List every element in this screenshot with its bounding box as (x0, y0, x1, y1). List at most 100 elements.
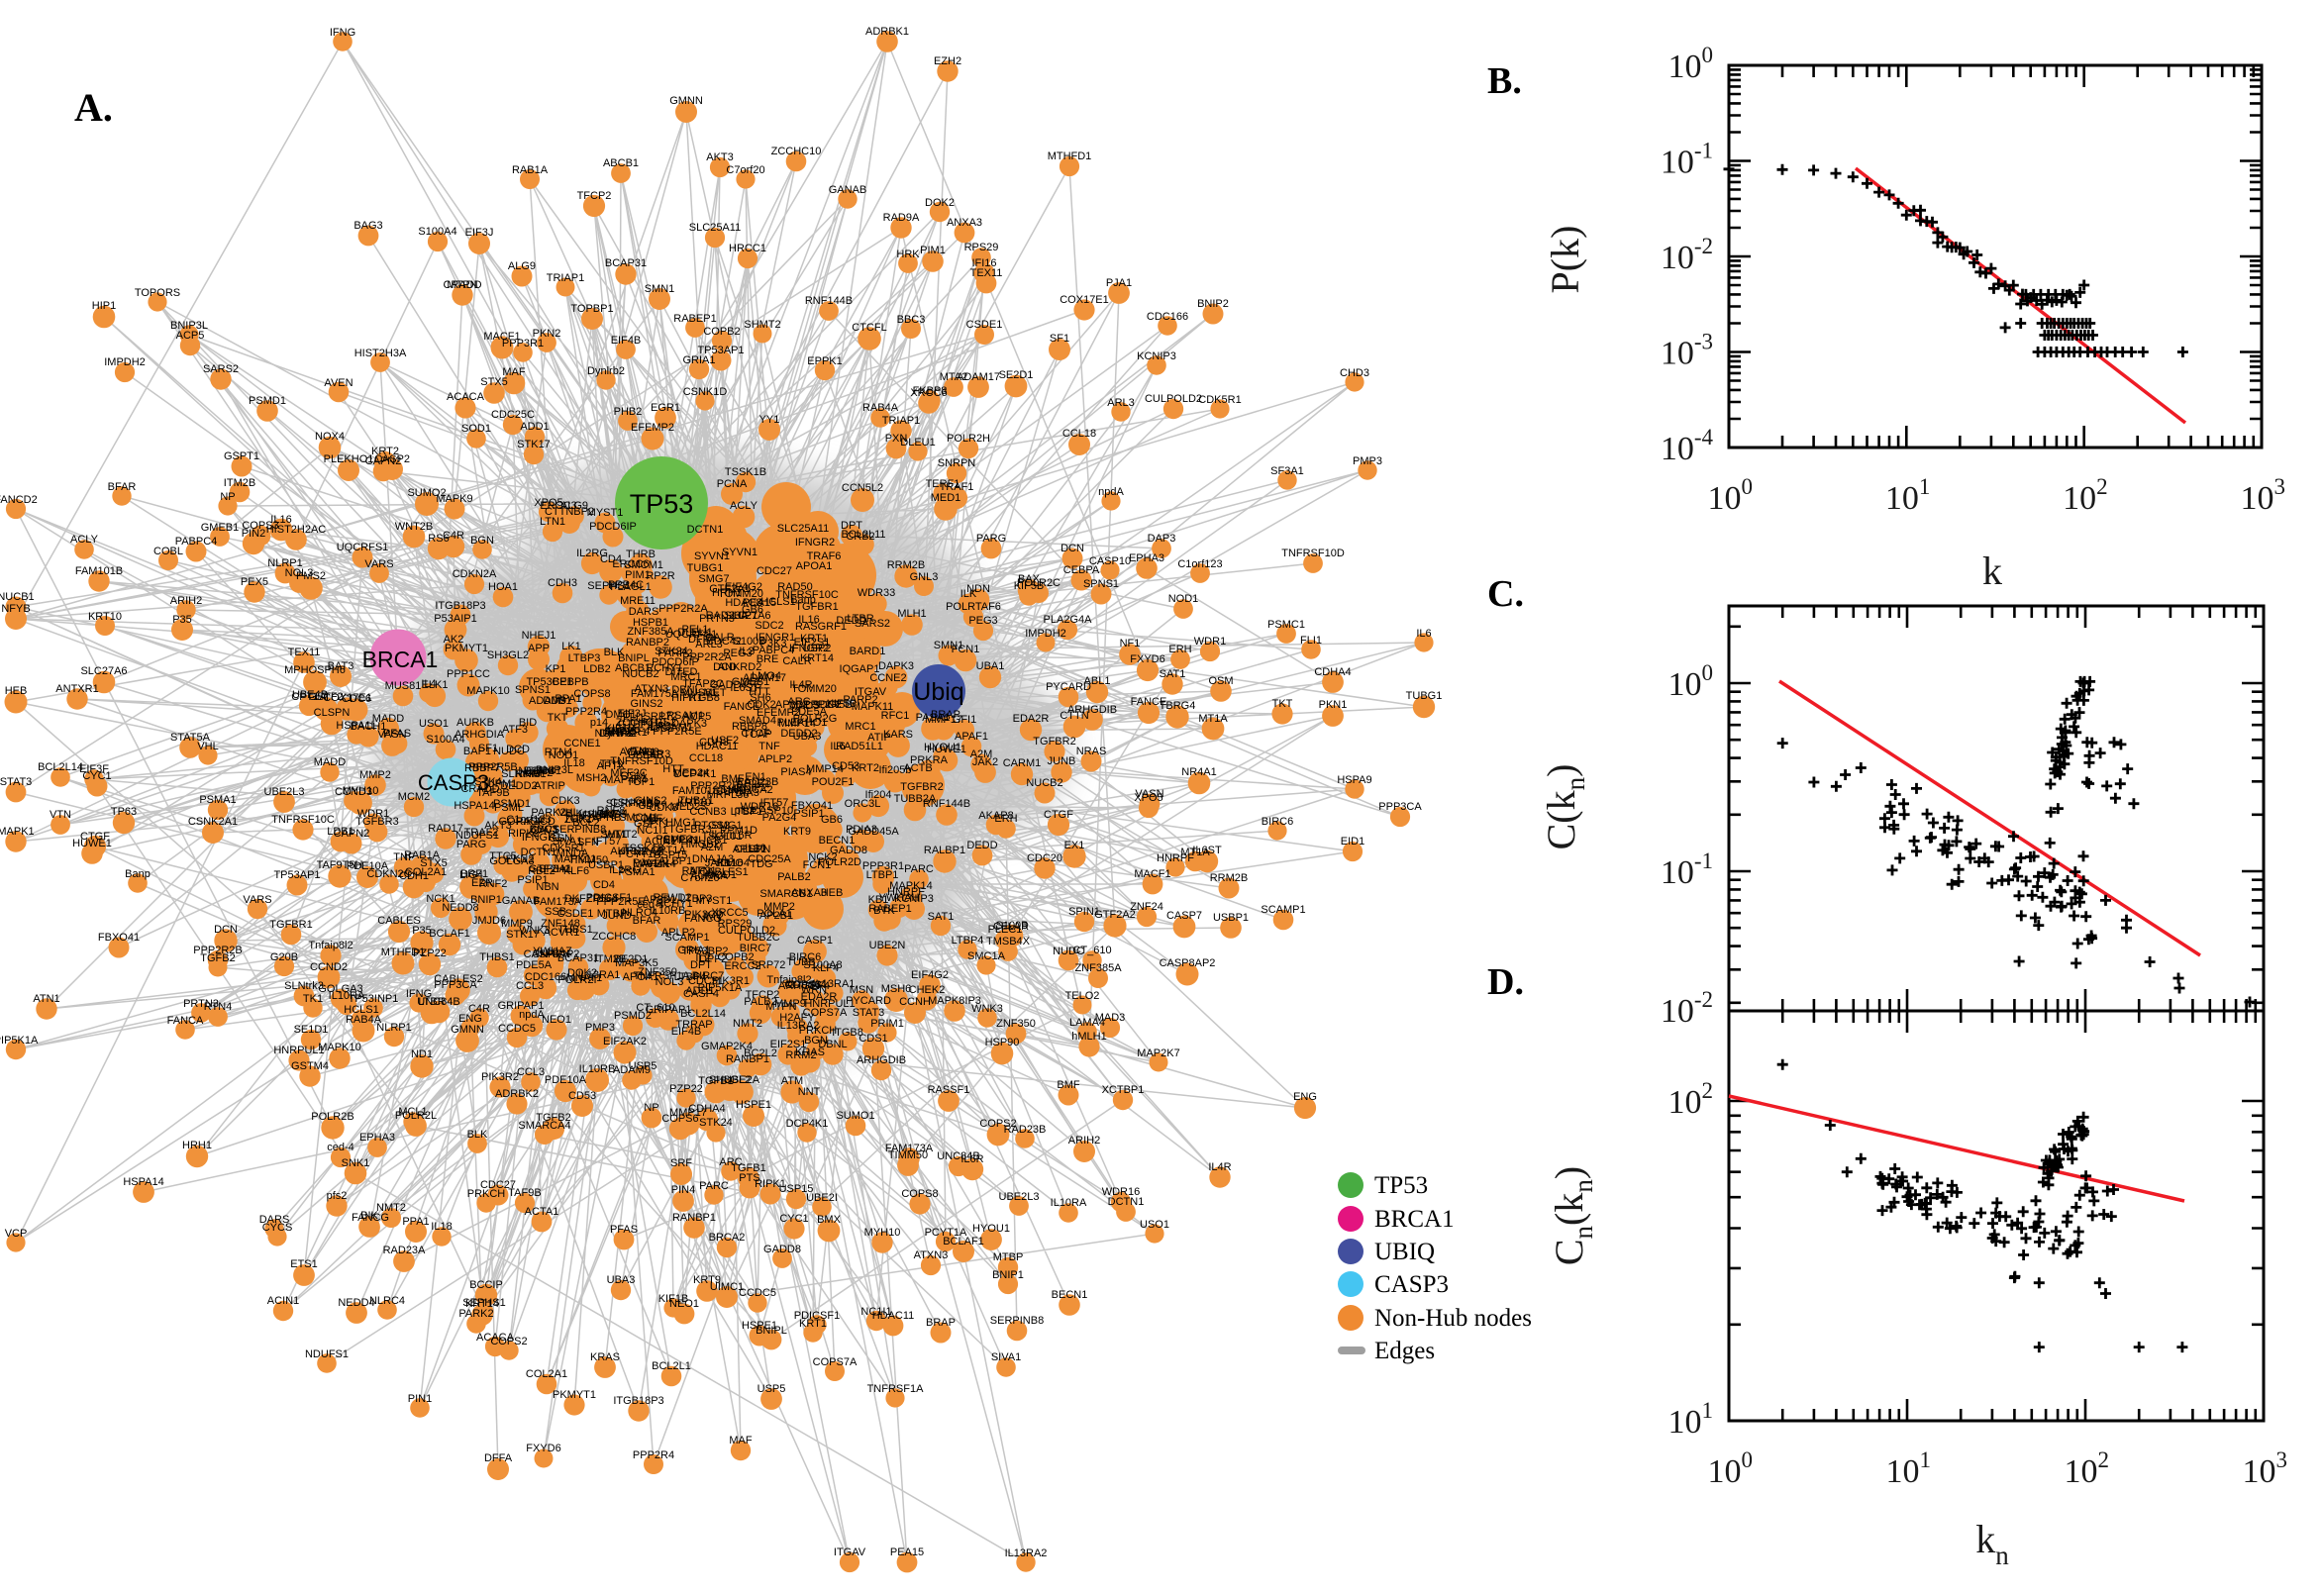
svg-text:SARS2: SARS2 (855, 618, 890, 630)
svg-text:CYCS: CYCS (530, 824, 560, 836)
svg-text:FANCE: FANCE (724, 701, 760, 713)
svg-text:GSPT1: GSPT1 (224, 450, 259, 462)
svg-text:NEO1: NEO1 (669, 1298, 699, 1310)
svg-text:ARHGDIB: ARHGDIB (857, 1054, 906, 1066)
svg-text:NR4A1: NR4A1 (1181, 766, 1216, 778)
svg-text:YWHAH: YWHAH (879, 892, 920, 904)
svg-text:CDH3: CDH3 (699, 737, 729, 748)
svg-text:BAG3: BAG3 (630, 747, 658, 758)
svg-text:RBBP8: RBBP8 (732, 721, 767, 733)
svg-text:GTF2A2: GTF2A2 (1094, 909, 1136, 921)
svg-text:PMS2: PMS2 (296, 570, 326, 582)
svg-text:ADAM9: ADAM9 (613, 1064, 651, 1076)
svg-text:FANCD2: FANCD2 (0, 494, 38, 506)
svg-text:TNFRSF10C: TNFRSF10C (271, 814, 335, 826)
svg-text:DCTN1: DCTN1 (687, 524, 724, 536)
svg-text:CDC42: CDC42 (706, 636, 742, 648)
svg-text:CAV1: CAV1 (531, 825, 558, 837)
svg-text:MYST1: MYST1 (696, 895, 733, 907)
svg-text:CCL3: CCL3 (516, 980, 544, 992)
svg-text:UQCRFS1: UQCRFS1 (665, 629, 718, 641)
svg-text:VARS: VARS (243, 894, 271, 906)
svg-text:PHB2: PHB2 (614, 406, 643, 418)
svg-text:TP53AP1: TP53AP1 (273, 869, 320, 881)
svg-text:WT1: WT1 (604, 829, 627, 841)
svg-text:APOA1: APOA1 (796, 560, 833, 572)
svg-text:THRB: THRB (626, 549, 656, 560)
svg-text:GMEB1: GMEB1 (201, 522, 240, 534)
svg-text:MTBP: MTBP (597, 908, 628, 920)
svg-text:SARS2: SARS2 (203, 363, 239, 375)
svg-text:MTHFD1: MTHFD1 (381, 947, 426, 958)
svg-text:CDH3: CDH3 (548, 577, 577, 589)
svg-text:WDR1: WDR1 (357, 808, 389, 820)
svg-text:TGFBR3: TGFBR3 (668, 824, 711, 836)
svg-text:C1orf123: C1orf123 (506, 814, 551, 826)
svg-text:LTBP1: LTBP1 (866, 869, 899, 881)
svg-text:GOLGA3: GOLGA3 (318, 983, 362, 995)
svg-text:NCK1: NCK1 (426, 893, 454, 905)
svg-text:IER3: IER3 (647, 748, 670, 760)
svg-text:ZHX1: ZHX1 (564, 814, 592, 826)
svg-text:APTX: APTX (597, 760, 626, 772)
svg-text:UBA1: UBA1 (976, 660, 1005, 672)
svg-text:PARG: PARG (976, 533, 1006, 545)
svg-text:RAB1A: RAB1A (404, 849, 441, 861)
svg-text:GADD45G: GADD45G (710, 679, 762, 691)
svg-text:GADD45A: GADD45A (848, 826, 899, 838)
svg-text:UBE2L3: UBE2L3 (999, 1191, 1040, 1203)
svg-text:BRF1: BRF1 (460, 868, 488, 880)
svg-text:GADD8: GADD8 (763, 1244, 801, 1255)
svg-text:C4R: C4R (443, 530, 464, 542)
svg-text:COPS6: COPS6 (661, 1113, 698, 1125)
svg-text:RNF144B: RNF144B (923, 798, 970, 810)
svg-text:CASP2: CASP2 (374, 453, 410, 465)
svg-text:ATM: ATM (781, 1075, 803, 1087)
svg-text:RRM1: RRM1 (515, 768, 546, 780)
svg-text:ARC: ARC (787, 696, 810, 708)
svg-text:RAD23B: RAD23B (1004, 1124, 1047, 1136)
svg-text:MRC1: MRC1 (845, 721, 875, 733)
svg-text:RAB1A: RAB1A (512, 164, 549, 176)
svg-text:PPA1: PPA1 (555, 693, 581, 705)
svg-text:POLR2B: POLR2B (311, 1111, 354, 1123)
svg-text:KRAS: KRAS (795, 1047, 825, 1058)
svg-text:AKAP8: AKAP8 (978, 810, 1013, 822)
svg-text:PALB2: PALB2 (777, 871, 810, 883)
svg-text:HNRPF: HNRPF (1157, 852, 1194, 864)
svg-text:SCAMP1: SCAMP1 (1261, 904, 1305, 916)
svg-text:MMP2: MMP2 (359, 769, 391, 781)
svg-text:SLC25A11: SLC25A11 (777, 523, 829, 535)
svg-text:FANCE: FANCE (1131, 696, 1167, 708)
svg-text:CASP4: CASP4 (683, 988, 719, 1000)
svg-text:TRAF2: TRAF2 (464, 827, 499, 839)
svg-text:PMP3: PMP3 (585, 1022, 615, 1034)
svg-text:STAT5A: STAT5A (170, 732, 211, 744)
svg-text:HSPB1: HSPB1 (633, 617, 668, 629)
svg-text:NP: NP (644, 1102, 658, 1114)
svg-text:C1orf123: C1orf123 (1177, 558, 1222, 570)
svg-text:ETS1: ETS1 (290, 1258, 318, 1270)
svg-text:PXN: PXN (885, 433, 908, 445)
svg-text:UBE2A: UBE2A (724, 1074, 760, 1086)
svg-text:PARP2: PARP2 (843, 694, 877, 706)
svg-text:pfs2: pfs2 (735, 805, 756, 817)
svg-text:WDR1: WDR1 (1194, 636, 1226, 648)
svg-text:ITGB8: ITGB8 (688, 692, 720, 704)
svg-text:RANBP1: RANBP1 (726, 1053, 769, 1065)
svg-text:ZNF385A: ZNF385A (1074, 962, 1122, 974)
svg-text:PDE10A: PDE10A (545, 1074, 587, 1086)
svg-text:MMP14: MMP14 (778, 718, 816, 730)
svg-text:PDCD6IP: PDCD6IP (652, 656, 699, 668)
svg-text:NOD1: NOD1 (1168, 593, 1199, 605)
svg-text:NRAS: NRAS (1076, 746, 1107, 757)
svg-text:IFT57: IFT57 (593, 836, 622, 848)
svg-text:CCNH: CCNH (899, 996, 931, 1008)
svg-text:IL6R: IL6R (729, 830, 752, 842)
svg-text:NEDD8: NEDD8 (442, 902, 478, 914)
svg-text:DCP4K1: DCP4K1 (786, 1118, 829, 1130)
svg-text:KRT9: KRT9 (693, 1274, 721, 1286)
svg-text:Non-Hub nodes: Non-Hub nodes (1374, 1305, 1532, 1332)
svg-text:ANTXR1: ANTXR1 (604, 727, 647, 739)
svg-text:BMF: BMF (721, 773, 745, 785)
